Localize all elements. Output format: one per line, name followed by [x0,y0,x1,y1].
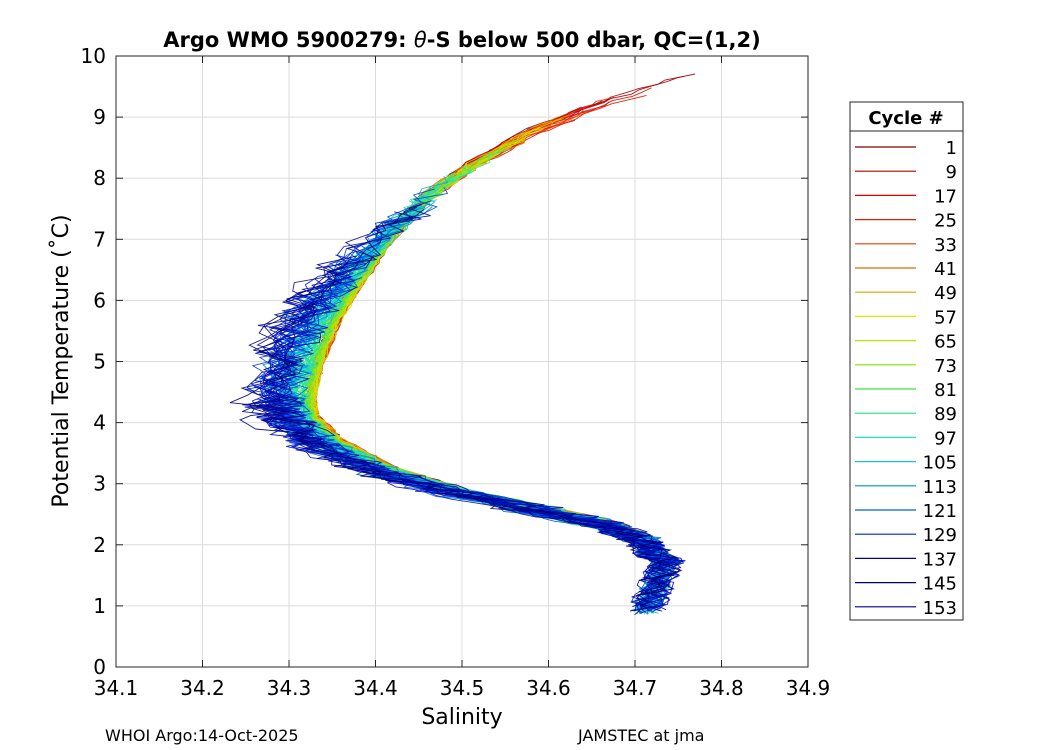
legend-label: 89 [934,404,957,425]
profile-line-cycle-145 [246,207,672,608]
legend-label: 81 [934,380,957,401]
legend-title: Cycle # [868,108,943,129]
axis-ticks: 34.1 34.2 34.3 34.4 34.5 34.6 34.7 34.8 34.9 0 1 2 3… [81,44,831,700]
x-tick-label: 34.3 [267,676,312,700]
x-tick-label: 34.5 [440,676,485,700]
legend-label: 17 [934,186,957,207]
y-tick-label: 8 [93,166,106,190]
profile-line-cycle-151 [255,259,671,612]
footer-left: WHOI Argo:14-Oct-2025 [105,726,299,745]
x-tick-label: 34.2 [180,676,225,700]
y-tick-label: 9 [93,105,106,129]
x-tick-label: 34.7 [613,676,658,700]
y-tick-label: 7 [93,227,106,251]
y-axis-label: Potential Temperature (˚C) [49,214,74,507]
chart-title: Argo WMO 5900279: θ-S below 500 dbar, QC… [163,28,760,52]
legend-label: 33 [934,235,957,256]
legend-label: 41 [934,259,957,280]
x-tick-label: 34.9 [786,676,831,700]
legend-label: 57 [934,307,957,328]
legend-label: 65 [934,332,957,353]
y-tick-label: 6 [93,288,106,312]
x-tick-label: 34.8 [699,676,744,700]
y-tick-label: 5 [93,350,106,374]
legend-label: 129 [923,525,957,546]
y-tick-label: 1 [93,594,106,618]
legend-label: 145 [923,574,957,595]
footer-right: JAMSTEC at jma [578,726,705,745]
legend-label: 113 [923,477,957,498]
legend-label: 105 [923,453,957,474]
y-tick-label: 0 [93,655,106,679]
legend-label: 121 [923,501,957,522]
x-tick-label: 34.1 [94,676,139,700]
x-tick-label: 34.4 [353,676,398,700]
y-tick-label: 3 [93,472,106,496]
title-theta: θ [414,28,427,52]
legend-label: 1 [946,138,957,159]
x-tick-label: 34.6 [526,676,571,700]
legend-label: 97 [934,428,957,449]
profiles-group [229,73,696,616]
legend-label: 153 [923,598,957,619]
legend-label: 49 [934,283,957,304]
y-tick-label: 10 [81,44,106,68]
y-tick-label: 4 [93,411,106,435]
legend-label: 137 [923,549,957,570]
title-suffix: -S below 500 dbar, QC=(1,2) [427,28,761,52]
title-prefix: Argo WMO 5900279: [163,28,414,52]
legend-label: 25 [934,211,957,232]
legend: Cycle # 1 9 17 25 33 41 49 57 65 73 81 89 97 105 113 12… [849,101,964,621]
profile-line-cycle-152 [229,200,681,616]
x-axis-label: Salinity [421,705,502,730]
legend-label: 9 [946,162,957,183]
profile-line-cycle-153 [240,255,679,609]
y-tick-label: 2 [93,533,106,557]
legend-label: 73 [934,356,957,377]
